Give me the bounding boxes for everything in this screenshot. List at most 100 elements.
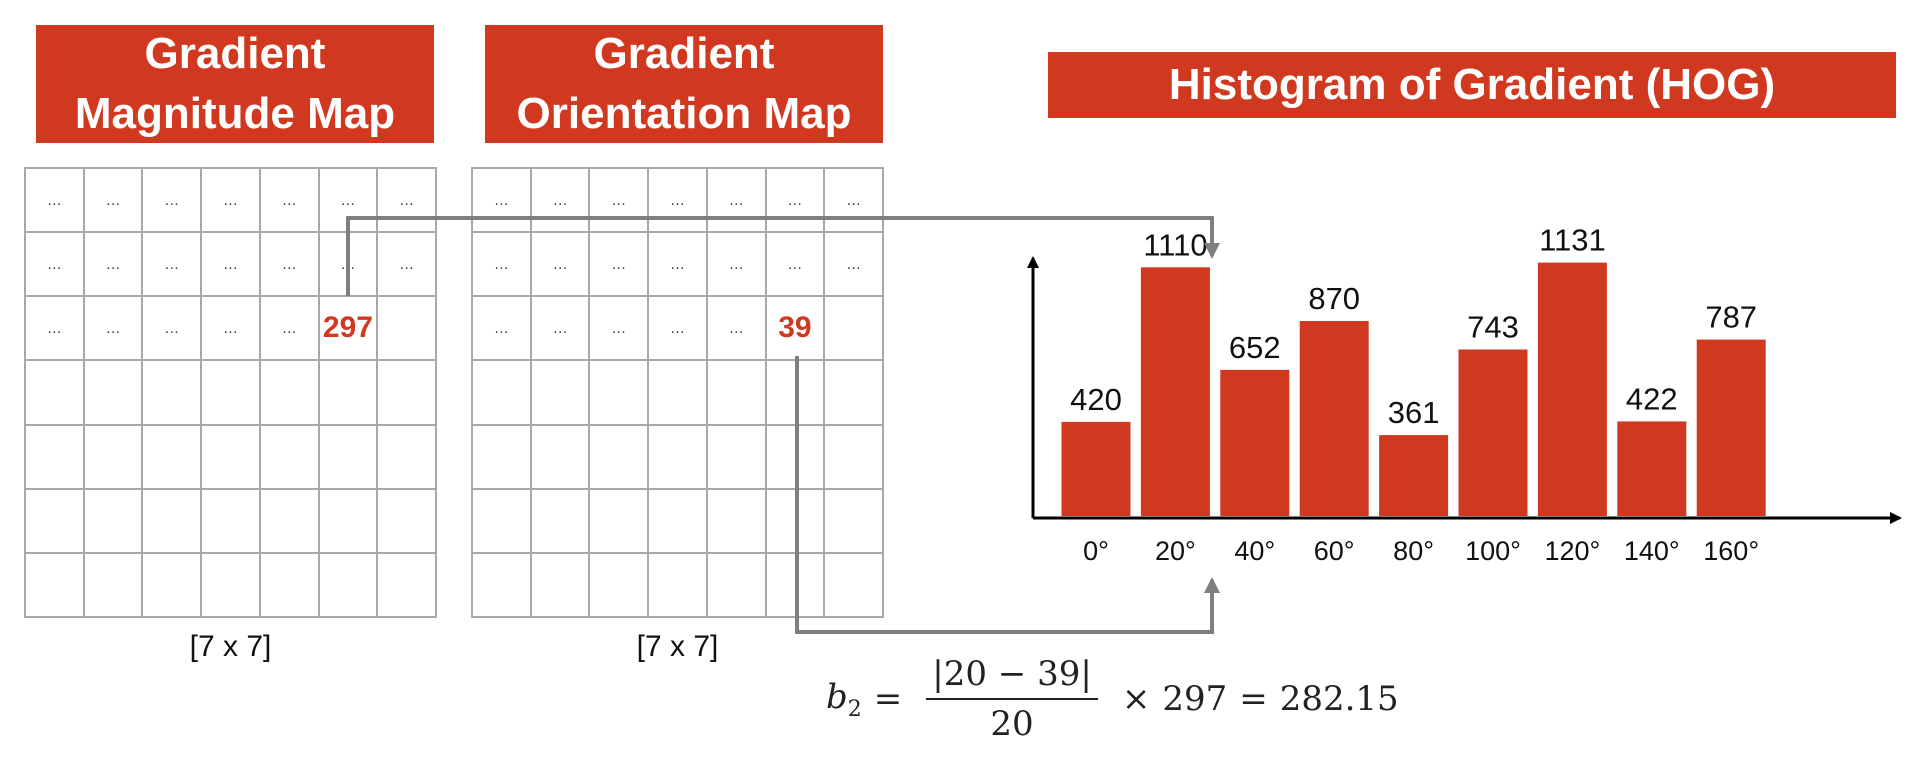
grid-cell — [473, 489, 532, 554]
grid-cell-ellipsis: … — [260, 169, 320, 234]
grid-cell — [319, 553, 379, 618]
bar-value-label: 361 — [1388, 395, 1440, 430]
grid-cell-ellipsis: … — [26, 297, 85, 362]
orientation-map-title: Gradient Orientation Map — [485, 25, 883, 143]
category-tick-label: 140° — [1624, 536, 1680, 566]
grid-cell — [26, 553, 85, 618]
grid-cell — [202, 361, 261, 426]
grid-cell-ellipsis: … — [260, 297, 320, 362]
histogram-bar — [1379, 435, 1449, 516]
grid-cell-ellipsis: … — [378, 233, 437, 298]
grid-cell-ellipsis: … — [590, 233, 650, 298]
magnitude-size-label: [7 x 7] — [189, 630, 272, 663]
grid-cell — [531, 425, 591, 490]
grid-cell-ellipsis: … — [378, 169, 437, 234]
grid-cell — [143, 553, 203, 618]
grid-cell-ellipsis: … — [590, 169, 650, 234]
formula-result: 282.15 — [1279, 679, 1399, 719]
grid-cell — [84, 425, 144, 490]
category-tick-label: 20° — [1155, 536, 1196, 566]
magnitude-grid: ………………………………………………… 297 — [24, 167, 437, 618]
grid-cell-ellipsis: … — [202, 169, 261, 234]
grid-cell-ellipsis: … — [531, 233, 591, 298]
grid-cell-ellipsis: … — [766, 169, 826, 234]
grid-cell — [202, 489, 261, 554]
grid-cell-ellipsis: … — [707, 233, 767, 298]
grid-cell — [26, 361, 85, 426]
grid-cell-ellipsis: … — [26, 169, 85, 234]
grid-cell — [531, 553, 591, 618]
grid-cell-ellipsis: … — [649, 169, 708, 234]
grid-cell — [260, 489, 320, 554]
grid-cell-ellipsis: … — [531, 169, 591, 234]
grid-cell — [473, 553, 532, 618]
grid-cell — [590, 361, 650, 426]
grid-cell-ellipsis: … — [766, 233, 826, 298]
hog-title: Histogram of Gradient (HOG) — [1048, 52, 1896, 118]
bar-value-label: 1131 — [1539, 223, 1606, 258]
formula-equals: = — [873, 679, 903, 719]
bin-formula: b2 = |20 − 39| 20 × 297 = 282.15 — [826, 654, 1399, 744]
bar-value-label: 870 — [1308, 281, 1360, 316]
magnitude-highlight-value: 297 — [319, 297, 379, 362]
grid-cell — [378, 553, 437, 618]
grid-cell — [319, 425, 379, 490]
formula-factor: 297 — [1162, 679, 1228, 719]
grid-cell-ellipsis: … — [649, 233, 708, 298]
bar-value-label: 1110 — [1143, 227, 1207, 262]
grid-cell — [26, 425, 85, 490]
grid-cell — [707, 361, 767, 426]
grid-cell-ellipsis: … — [707, 169, 767, 234]
grid-cell — [378, 361, 437, 426]
category-tick-label: 80° — [1393, 536, 1434, 566]
grid-cell-ellipsis: … — [202, 233, 261, 298]
grid-cell-ellipsis: … — [202, 297, 261, 362]
grid-cell — [260, 553, 320, 618]
orientation-link-arrow — [795, 356, 1220, 634]
grid-cell — [590, 425, 650, 490]
histogram-bar — [1458, 349, 1528, 516]
bar-value-label: 743 — [1467, 310, 1519, 345]
bar-value-label: 420 — [1070, 382, 1122, 417]
category-tick-label: 40° — [1234, 536, 1275, 566]
grid-cell-ellipsis: … — [84, 297, 144, 362]
grid-cell — [825, 297, 884, 362]
grid-cell — [378, 297, 437, 362]
grid-cell — [707, 425, 767, 490]
grid-cell — [649, 361, 708, 426]
grid-cell-ellipsis: … — [84, 169, 144, 234]
grid-cell — [531, 361, 591, 426]
formula-denominator: 20 — [990, 704, 1034, 744]
bar-value-label: 422 — [1626, 381, 1678, 416]
histogram-bar — [1617, 421, 1687, 516]
grid-cell — [319, 361, 379, 426]
grid-cell — [649, 553, 708, 618]
grid-cell-ellipsis: … — [143, 233, 203, 298]
grid-cell — [473, 425, 532, 490]
grid-cell — [143, 361, 203, 426]
category-tick-label: 100° — [1465, 536, 1521, 566]
histogram-bar — [1061, 421, 1131, 516]
grid-cell-ellipsis: … — [473, 297, 532, 362]
grid-cell — [649, 489, 708, 554]
grid-cell-ellipsis: … — [590, 297, 650, 362]
grid-cell — [590, 489, 650, 554]
grid-cell — [590, 553, 650, 618]
histogram-bar — [1696, 339, 1766, 516]
orientation-size-label: [7 x 7] — [636, 630, 719, 663]
formula-numerator: |20 − 39| — [926, 654, 1098, 700]
grid-cell — [378, 425, 437, 490]
grid-cell — [649, 425, 708, 490]
grid-cell — [531, 489, 591, 554]
grid-cell — [707, 553, 767, 618]
grid-cell-ellipsis: … — [825, 169, 884, 234]
grid-cell-ellipsis: … — [649, 297, 708, 362]
orientation-title-line-2: Orientation Map — [516, 89, 852, 138]
orientation-grid: ………………………………………………… 39 — [471, 167, 884, 618]
grid-cell-ellipsis: … — [84, 233, 144, 298]
grid-cell — [319, 489, 379, 554]
grid-cell — [707, 489, 767, 554]
grid-cell-ellipsis: … — [825, 233, 884, 298]
magnitude-link-arrow — [346, 216, 1220, 296]
